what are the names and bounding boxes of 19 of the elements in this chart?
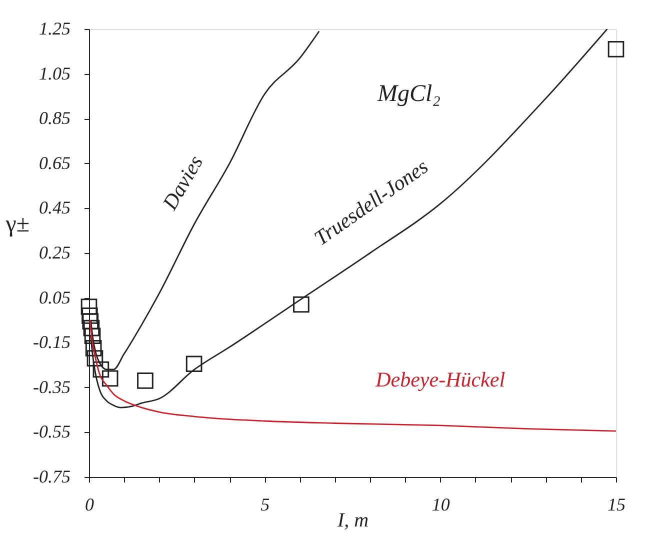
annotation: MgCl₂ [376,81,441,107]
y-tick-label: -0.55 [33,422,70,442]
y-tick-label: 0.65 [39,152,70,173]
y-tick-label: 1.05 [39,63,70,84]
x-tick-label: 5 [260,494,270,514]
x-axis-title: I, m [336,510,369,532]
x-tick-label: 15 [608,494,626,514]
y-tick-label: 1.25 [39,18,70,38]
y-tick-label: 0.05 [39,287,70,308]
y-axis-title: γ± [4,212,30,238]
y-tick-label: 0.25 [39,242,70,262]
x-tick-label: 0 [85,494,94,514]
y-tick-label: -0.15 [33,332,70,352]
y-tick-label: 0.45 [39,198,70,218]
series-label: Debeye-Hückel [374,367,506,392]
x-tick-label: 10 [432,494,450,514]
y-tick-label: -0.75 [33,466,70,486]
y-tick-label: -0.35 [33,376,70,397]
y-tick-label: 0.85 [39,108,70,128]
